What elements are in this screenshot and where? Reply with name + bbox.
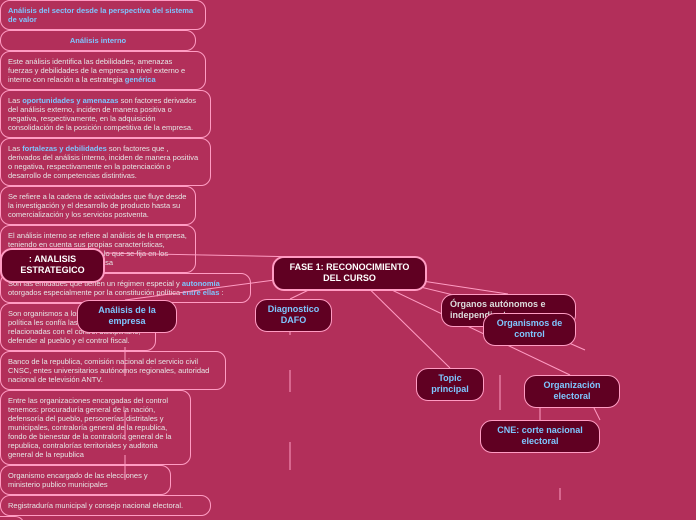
fortalezas-node: Las fortalezas y debilidades son factore… <box>0 138 211 186</box>
fase2-node[interactable]: : ANALISIS ESTRATEGICO <box>0 248 105 283</box>
control-list-text: Entre las organizaciones encargadas del … <box>8 396 171 459</box>
entidades-t3: : <box>221 288 223 297</box>
control-list-node: Entre las organizaciones encargadas del … <box>0 390 191 465</box>
cne-label: CNE: corte nacional electoral <box>497 425 583 446</box>
oportunidades-pre: Las <box>8 96 22 105</box>
cne-desc-text: Organismo encargado de las elecciones y … <box>8 471 148 489</box>
analisis-interno-node[interactable]: Análisis interno <box>0 30 196 51</box>
entidades-kw1: autonomía <box>182 279 220 288</box>
analisis-empresa-node[interactable]: Análisis de la empresa <box>77 300 177 333</box>
entidades-t2: otorgados especialmente por la constituc… <box>8 288 182 297</box>
banco-text: Banco de la republica, comisión nacional… <box>8 357 209 384</box>
fortalezas-kw: fortalezas y debilidades <box>22 144 107 153</box>
registraduria-node: Registraduría municipal y consejo nacion… <box>0 495 211 516</box>
cadena-node: Se refiere a la cadena de actividades qu… <box>0 186 196 225</box>
dafo-desc-node: Este análisis identifica las debilidades… <box>0 51 206 90</box>
analisis-sector-label: Análisis del sector desde la perspectiva… <box>8 6 193 24</box>
entidades-kw2: entre ellas <box>182 288 219 297</box>
fase2-label: : ANALISIS ESTRATEGICO <box>20 254 84 275</box>
banco-node: Banco de la republica, comisión nacional… <box>0 351 226 390</box>
analisis-interno-label: Análisis interno <box>70 36 126 45</box>
diagnostico-dafo-node[interactable]: Diagnostico DAFO <box>255 299 332 332</box>
organismos-control-node[interactable]: Organismos de control <box>483 313 576 346</box>
dafo-desc-kw: genérica <box>125 75 156 84</box>
topic-principal-node[interactable]: Topic principal <box>416 368 484 401</box>
root-label: FASE 1: RECONOCIMIENTO DEL CURSO <box>290 262 410 283</box>
cne-desc-node: Organismo encargado de las elecciones y … <box>0 465 171 495</box>
root-node[interactable]: FASE 1: RECONOCIMIENTO DEL CURSO <box>272 256 427 291</box>
fortalezas-pre: Las <box>8 144 22 153</box>
diagnostico-dafo-label: Diagnostico DAFO <box>268 304 320 325</box>
analisis-empresa-label: Análisis de la empresa <box>98 305 156 326</box>
oportunidades-kw: oportunidades y amenazas <box>22 96 118 105</box>
cne-node[interactable]: CNE: corte nacional electoral <box>480 420 600 453</box>
registraduria-text: Registraduría municipal y consejo nacion… <box>8 501 183 510</box>
oportunidades-node: Las oportunidades y amenazas son factore… <box>0 90 211 138</box>
dafo-desc-tail: con relación a la estrategia <box>33 75 125 84</box>
left-partial-1: e y va e <box>0 516 25 520</box>
analisis-sector-node[interactable]: Análisis del sector desde la perspectiva… <box>0 0 206 30</box>
organismos-control-label: Organismos de control <box>497 318 563 339</box>
organizacion-electoral-node[interactable]: Organización electoral <box>524 375 620 408</box>
topic-principal-label: Topic principal <box>431 373 469 394</box>
organizacion-electoral-label: Organización electoral <box>543 380 600 401</box>
cadena-text: Se refiere a la cadena de actividades qu… <box>8 192 186 219</box>
